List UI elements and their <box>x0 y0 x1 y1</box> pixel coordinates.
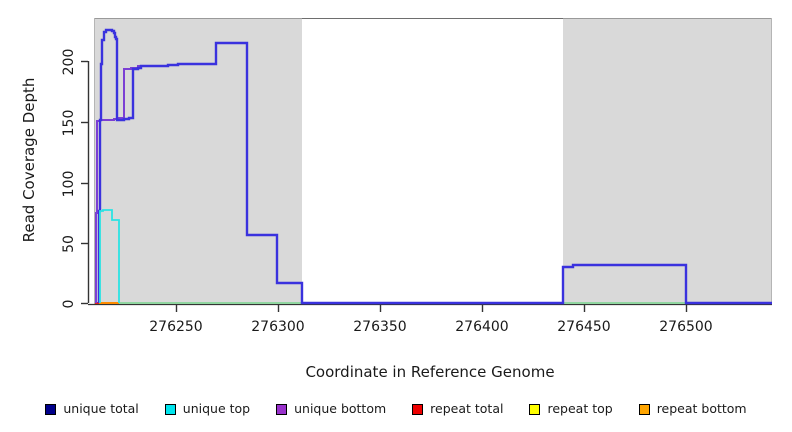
x-axis-title: Coordinate in Reference Genome <box>305 363 554 381</box>
legend-item-repeat-total[interactable]: repeat total <box>412 400 504 416</box>
y-tick-label-200: 200 <box>61 49 77 76</box>
x-tick-label-276250: 276250 <box>149 319 202 335</box>
legend-label-repeat-top: repeat top <box>547 400 613 416</box>
y-axis <box>81 60 90 305</box>
y-tick-label-0: 0 <box>61 300 77 309</box>
legend-item-repeat-top[interactable]: repeat top <box>529 400 613 416</box>
y-axis-title: Read Coverage Depth <box>20 78 38 243</box>
x-axis <box>88 303 772 312</box>
legend-label-unique-bottom: unique bottom <box>294 400 387 416</box>
shaded-region-left <box>94 18 302 304</box>
x-tick-label-276350: 276350 <box>353 319 406 335</box>
x-tick-label-276400: 276400 <box>455 319 508 335</box>
shaded-regions <box>94 18 772 304</box>
legend-item-unique-bottom[interactable]: unique bottom <box>276 400 387 416</box>
x-tick-label-276300: 276300 <box>251 319 304 335</box>
y-tick-label-50: 50 <box>61 235 77 253</box>
legend-swatch-icon-repeat-total <box>412 403 424 415</box>
legend-label-repeat-total: repeat total <box>430 400 504 416</box>
legend-item-unique-total[interactable]: unique total <box>45 400 139 416</box>
shaded-region-right <box>563 18 772 304</box>
legend-swatch-icon-unique-bottom <box>276 403 288 415</box>
series-unique-top <box>99 209 120 303</box>
series-unique-total <box>97 28 772 305</box>
x-tick-label-276450: 276450 <box>557 319 610 335</box>
legend-label-unique-total: unique total <box>63 400 139 416</box>
legend-swatch-icon-unique-top <box>164 403 176 415</box>
y-tick-label-100: 100 <box>61 171 77 198</box>
legend-swatch-icon-repeat-bottom <box>638 403 650 415</box>
x-tick-label-276500: 276500 <box>659 319 712 335</box>
chart-legend: unique total unique top unique bottom re… <box>0 398 792 420</box>
y-tick-label-150: 150 <box>61 110 77 137</box>
legend-label-unique-top: unique top <box>182 400 251 416</box>
legend-item-repeat-bottom[interactable]: repeat bottom <box>638 400 747 416</box>
legend-swatch-icon-repeat-top <box>529 403 541 415</box>
legend-swatch-icon-unique-total <box>45 403 57 415</box>
legend-label-repeat-bottom: repeat bottom <box>656 400 747 416</box>
legend-item-unique-top[interactable]: unique top <box>164 400 251 416</box>
